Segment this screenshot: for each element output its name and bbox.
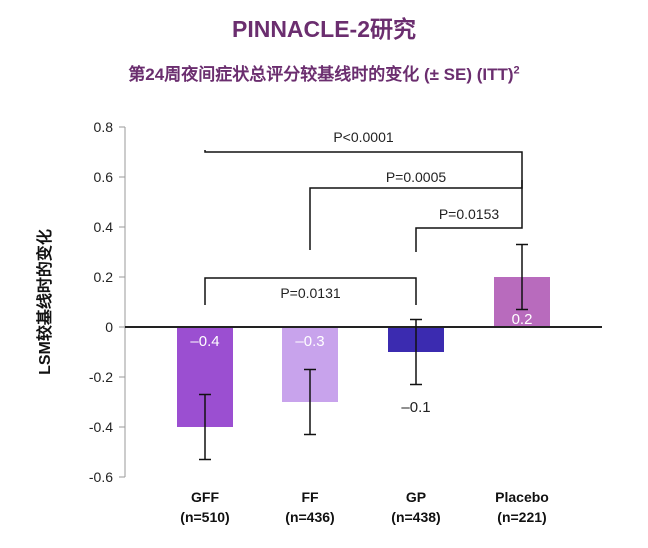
y-tick-label: 0.8 [94,119,114,135]
p-value-label: P=0.0131 [280,285,341,301]
data-label: 0.2 [512,311,533,328]
y-tick-label: -0.4 [89,419,113,435]
significance-bracket [204,277,417,305]
y-tick-label: 0 [105,319,113,335]
y-axis-title: LSM较基线时的变化 [35,229,54,375]
significance-bracket [204,150,523,180]
p-value-label: P=0.0005 [386,169,447,185]
data-label: –0.1 [401,399,430,416]
chart-subtitle-text: 第24周夜间症状总评分较基线时的变化 (± SE) (ITT) [128,65,514,84]
x-category-n: (n=436) [285,509,334,525]
y-tick-label: 0.4 [94,219,114,235]
data-label: –0.4 [190,333,219,350]
y-tick-label: 0.6 [94,169,114,185]
significance-bracket [415,180,523,252]
y-tick-label: -0.6 [89,469,113,485]
chart-subtitle-ref: 2 [513,64,520,77]
x-category-n: (n=510) [180,509,229,525]
x-category-n: (n=438) [391,509,440,525]
x-category-label: FF [301,489,319,505]
p-value-label: P=0.0153 [439,206,500,222]
y-tick-label: -0.2 [89,369,113,385]
x-category-label: Placebo [495,489,549,505]
chart-subtitle: 第24周夜间症状总评分较基线时的变化 (± SE) (ITT)2 [0,60,648,85]
y-tick-label: 0.2 [94,269,114,285]
chart-title: PINNACLE-2研究 [231,16,416,42]
x-category-n: (n=221) [497,509,546,525]
x-category-label: GFF [191,489,219,505]
p-value-label: P<0.0001 [333,129,394,145]
data-label: –0.3 [295,333,324,350]
x-category-label: GP [406,489,426,505]
